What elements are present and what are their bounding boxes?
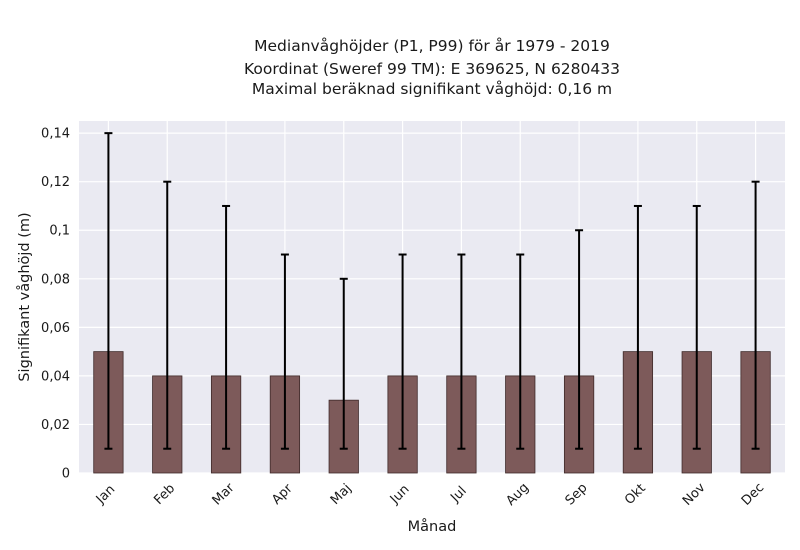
y-tick-label: 0 xyxy=(62,467,70,482)
error-bar-feb xyxy=(163,180,172,450)
x-tick-label: Jul xyxy=(447,484,469,506)
y-tick-label: 0,08 xyxy=(41,272,70,287)
x-tick-label: Dec xyxy=(739,480,767,508)
error-bar-mar xyxy=(222,204,231,450)
chart-title: Medianvåghöjder (P1, P99) för år 1979 - … xyxy=(244,37,620,98)
x-tick-label: Jun xyxy=(387,482,413,508)
title-line-1: Medianvåghöjder (P1, P99) för år 1979 - … xyxy=(254,37,610,55)
title-line-2: Koordinat (Sweref 99 TM): E 369625, N 62… xyxy=(244,60,620,78)
x-tick-label: Apr xyxy=(269,481,296,508)
x-tick-label: Feb xyxy=(151,481,178,508)
x-tick-label: Nov xyxy=(680,480,709,509)
x-tick-label: Mar xyxy=(210,480,238,508)
error-bar-sep xyxy=(575,229,584,450)
y-tick-label: 0,12 xyxy=(41,175,70,190)
x-tick-label: Aug xyxy=(503,480,532,509)
y-axis-ticks: 0 0,02 0,04 0,06 0,08 0,1 0,12 0,14 xyxy=(41,127,70,482)
error-bar-jul xyxy=(457,253,466,450)
error-bar-maj xyxy=(339,277,348,450)
x-tick-label: Okt xyxy=(622,481,649,508)
x-tick-label: Jan xyxy=(93,482,118,507)
error-bar-nov xyxy=(692,204,701,450)
error-bar-jun xyxy=(398,253,407,450)
error-bar-okt xyxy=(633,204,642,450)
error-bar-dec xyxy=(751,180,760,450)
x-axis-ticks: Jan Feb Mar Apr Maj Jun Jul Aug Sep Okt Nov Dec xyxy=(93,480,767,509)
x-tick-label: Maj xyxy=(328,481,355,508)
y-tick-label: 0,1 xyxy=(49,224,70,239)
x-tick-label: Sep xyxy=(563,481,591,509)
title-line-3: Maximal beräknad signifikant våghöjd: 0,… xyxy=(252,80,612,98)
error-bar-jan xyxy=(104,132,113,450)
error-bars xyxy=(104,132,760,450)
y-tick-label: 0,06 xyxy=(41,321,70,336)
plot-area xyxy=(79,121,785,473)
y-tick-label: 0,04 xyxy=(41,369,70,384)
x-axis-label: Månad xyxy=(408,518,457,535)
y-tick-label: 0,02 xyxy=(41,418,70,433)
error-bar-apr xyxy=(280,253,289,450)
y-tick-label: 0,14 xyxy=(41,127,70,142)
y-axis-label: Signifikant våghöjd (m) xyxy=(16,212,33,381)
error-bar-aug xyxy=(516,253,525,450)
